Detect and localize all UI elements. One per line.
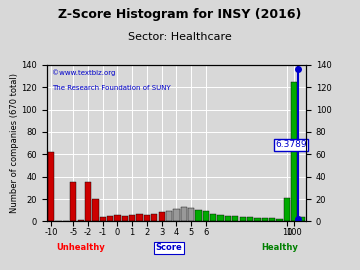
Text: Unhealthy: Unhealthy xyxy=(56,243,105,252)
Bar xyxy=(254,218,261,221)
Bar xyxy=(181,207,187,221)
Bar xyxy=(107,216,113,221)
Bar xyxy=(284,198,290,221)
Bar xyxy=(77,220,84,221)
Bar xyxy=(144,215,150,221)
Text: Score: Score xyxy=(156,243,183,252)
Bar xyxy=(48,152,54,221)
Bar xyxy=(129,215,135,221)
Text: Sector: Healthcare: Sector: Healthcare xyxy=(128,32,232,42)
Bar xyxy=(188,208,194,221)
Bar xyxy=(166,211,172,221)
Bar xyxy=(239,217,246,221)
Bar xyxy=(70,182,76,221)
Bar xyxy=(100,217,106,221)
Bar xyxy=(173,209,180,221)
Bar xyxy=(217,215,224,221)
Bar xyxy=(92,199,99,221)
Bar xyxy=(225,216,231,221)
Bar xyxy=(151,214,157,221)
Bar xyxy=(114,215,121,221)
Bar xyxy=(203,211,209,221)
Bar xyxy=(247,217,253,221)
Bar xyxy=(210,214,216,221)
Bar xyxy=(276,219,283,221)
Bar xyxy=(85,182,91,221)
Text: Healthy: Healthy xyxy=(261,243,298,252)
Bar xyxy=(262,218,268,221)
Y-axis label: Number of companies (670 total): Number of companies (670 total) xyxy=(10,73,19,213)
Text: Z-Score Histogram for INSY (2016): Z-Score Histogram for INSY (2016) xyxy=(58,8,302,21)
Bar xyxy=(136,214,143,221)
Bar xyxy=(232,216,238,221)
Bar xyxy=(122,216,128,221)
Text: The Research Foundation of SUNY: The Research Foundation of SUNY xyxy=(52,85,171,91)
Text: ©www.textbiz.org: ©www.textbiz.org xyxy=(52,69,115,76)
Bar xyxy=(298,217,305,221)
Bar xyxy=(291,82,297,221)
Bar xyxy=(269,218,275,221)
Bar xyxy=(195,210,202,221)
Text: 6.3789: 6.3789 xyxy=(275,140,307,149)
Bar xyxy=(158,212,165,221)
